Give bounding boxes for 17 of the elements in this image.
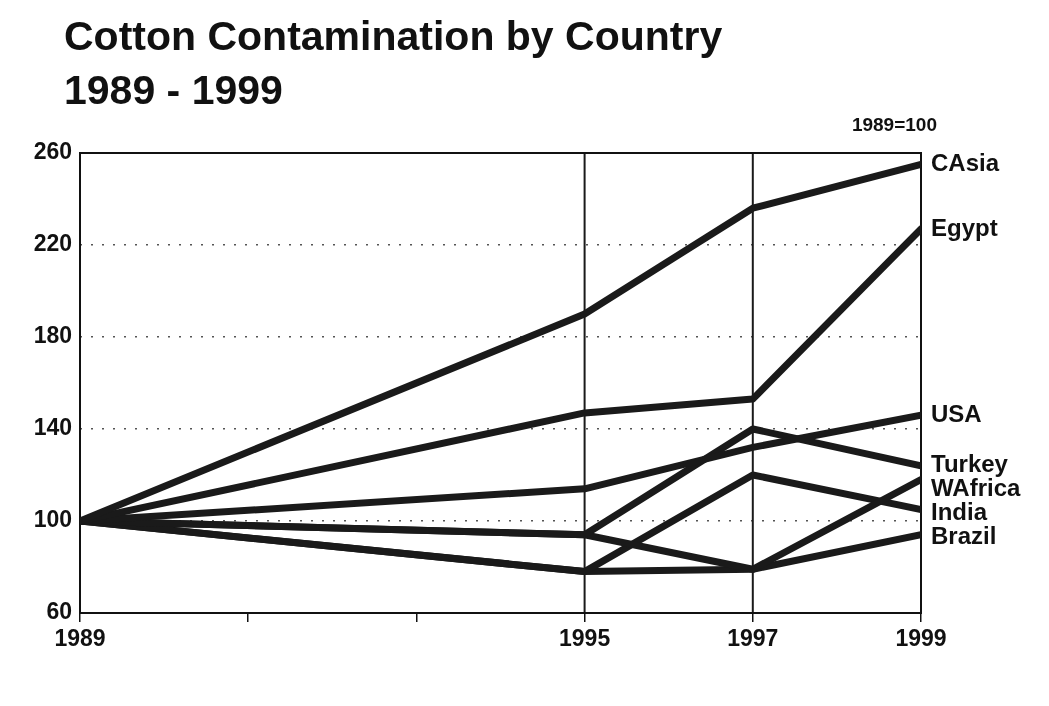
y-tick-label: 220 — [33, 230, 72, 257]
series-label: Turkey — [931, 450, 1009, 478]
x-tick-label: 1989 — [54, 625, 106, 652]
y-tick-label: 100 — [33, 506, 72, 533]
text: 1989=100 — [851, 114, 937, 136]
chart-subtitle: 1989 - 1999 — [64, 67, 283, 113]
y-tick-label: 180 — [33, 322, 72, 349]
x-tick-label: 1995 — [559, 625, 611, 652]
series-label: Egypt — [931, 213, 998, 241]
chart-title: Cotton Contamination by Country — [64, 13, 723, 59]
y-tick-label: 140 — [33, 414, 72, 441]
series-label: USA — [931, 399, 982, 427]
series-label: CAsia — [931, 149, 1000, 177]
y-tick-label: 60 — [46, 598, 72, 625]
x-tick-label: 1997 — [727, 625, 779, 652]
y-tick-label: 260 — [33, 138, 72, 165]
x-tick-label: 1999 — [895, 625, 947, 652]
